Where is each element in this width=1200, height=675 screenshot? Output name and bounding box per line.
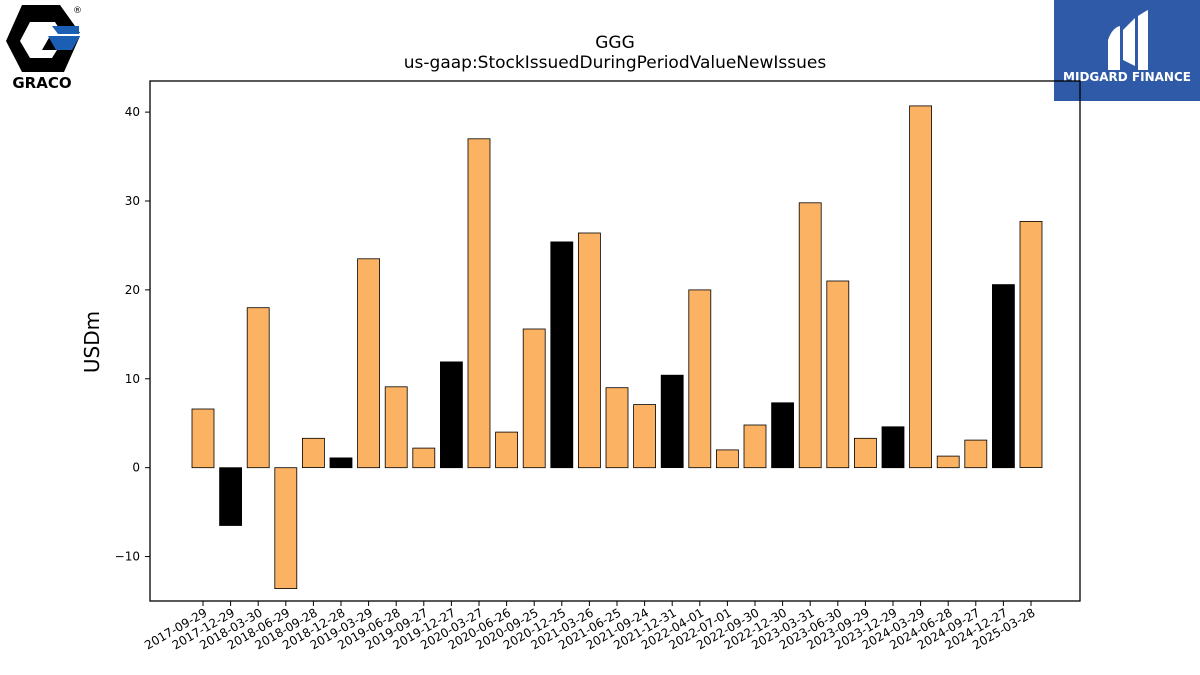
bar-2018-09-28 [301, 437, 325, 468]
graco-logo-wordmark: GRACO [12, 74, 71, 92]
bar-2018-12-28 [329, 457, 353, 469]
y-axis-label: USDm [80, 311, 104, 373]
bar-2019-03-29 [357, 258, 381, 469]
bar-2023-09-29 [854, 437, 877, 468]
bar-2023-06-30 [826, 280, 850, 469]
graco-logo: GRACO ® [6, 5, 82, 92]
x-ticks-layer: 2017-09-292017-12-292018-03-302018-06-29… [142, 601, 1038, 652]
bar-2019-12-27 [439, 361, 463, 469]
bar-2017-12-29 [219, 467, 243, 526]
midgard-logo-wordmark: MIDGARD FINANCE [1063, 70, 1191, 84]
y-tick-label: 40 [125, 105, 140, 119]
chart-subtitle: us-gaap:StockIssuedDuringPeriodValueNewI… [404, 53, 827, 73]
y-ticks-layer: −10 0 10 20 30 40 [115, 105, 150, 564]
bar-2025-03-28 [1019, 220, 1043, 468]
bars-layer [191, 105, 1043, 590]
bar-2023-03-31 [798, 202, 822, 469]
bar-2020-12-25 [550, 241, 574, 469]
bar-2021-09-24 [633, 404, 656, 469]
bar-2021-12-31 [660, 374, 684, 469]
midgard-finance-logo: MIDGARD FINANCE [1054, 0, 1200, 101]
registered-mark: ® [73, 6, 82, 16]
bar-2018-06-29 [274, 467, 298, 590]
y-tick-label: −10 [115, 550, 140, 564]
bar-2024-03-29 [909, 105, 932, 469]
bar-2020-06-26 [495, 431, 519, 469]
bar-2022-04-01 [688, 289, 712, 469]
y-tick-label: 30 [125, 194, 140, 208]
bar-2021-06-25 [605, 387, 629, 469]
bar-2022-12-30 [771, 402, 794, 469]
bar-2024-12-27 [992, 284, 1015, 469]
midgard-logo-mark-icon [1108, 10, 1148, 70]
bar-2018-03-30 [246, 307, 270, 469]
bar-2022-09-30 [743, 424, 767, 469]
graco-logo-mark-icon [6, 5, 80, 72]
bar-2023-12-29 [881, 426, 905, 469]
y-tick-label: 20 [125, 283, 140, 297]
bar-2017-09-29 [191, 408, 215, 469]
y-tick-label: 0 [132, 461, 140, 475]
bar-2024-09-27 [964, 439, 988, 469]
bar-2022-07-01 [716, 449, 739, 469]
bar-2020-03-27 [467, 138, 491, 469]
plot-frame [149, 80, 1081, 602]
bar-2024-06-28 [936, 455, 960, 469]
bar-2019-06-28 [384, 386, 408, 469]
y-tick-label: 10 [125, 372, 140, 386]
bar-2021-03-26 [578, 232, 601, 469]
bar-2020-09-25 [522, 328, 546, 469]
bar-2019-09-27 [412, 447, 436, 469]
chart-title: GGG [595, 33, 635, 53]
